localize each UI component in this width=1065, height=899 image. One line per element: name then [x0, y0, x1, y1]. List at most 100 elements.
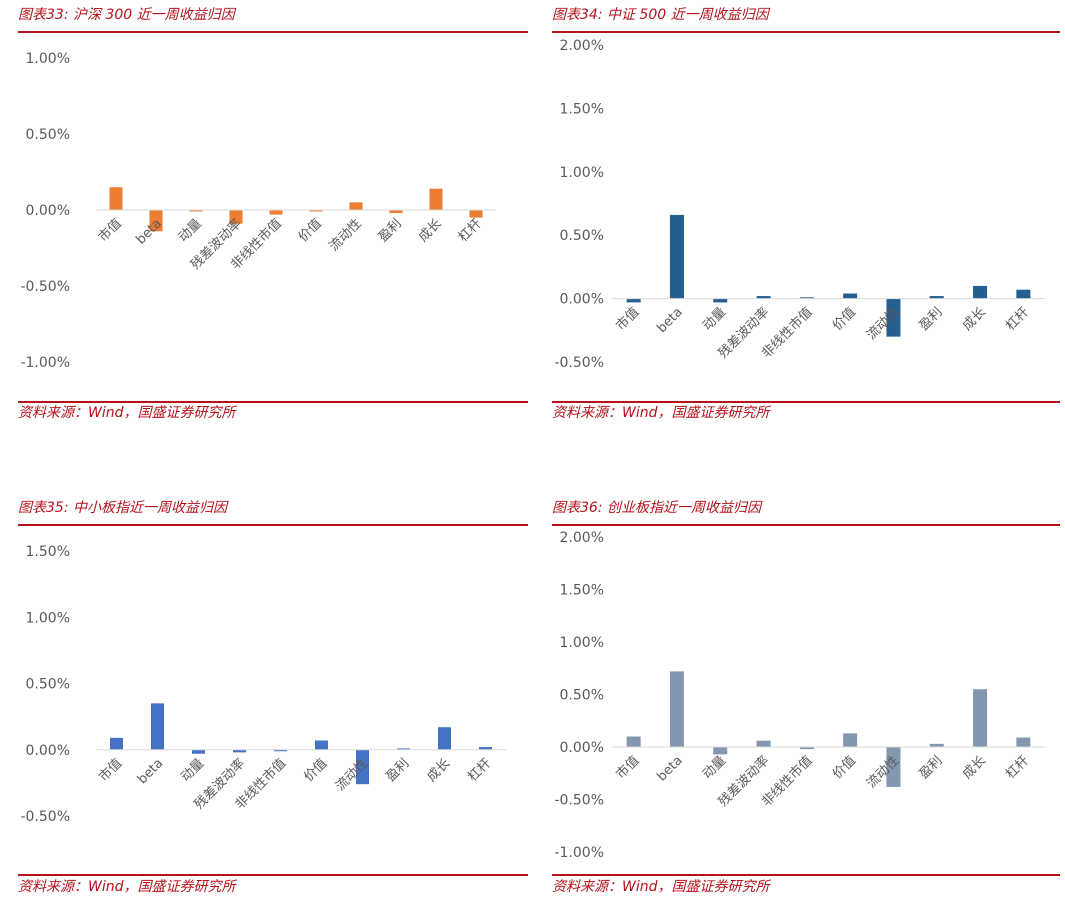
bar: [756, 740, 771, 747]
x-tick-label: 杠杆: [1002, 304, 1032, 334]
x-tick-label: 动量: [700, 305, 729, 334]
bar: [110, 737, 123, 750]
x-tick-label: 杠杆: [1002, 753, 1032, 783]
bar: [713, 747, 728, 755]
chart-plot: 2.00%1.50%1.00%0.50%0.00%-0.50%市值 beta 动量残…: [554, 38, 1045, 371]
bar: [438, 727, 451, 750]
y-tick-label: -0.50%: [554, 355, 604, 371]
x-tick-label: 价值: [295, 216, 325, 246]
source-note: 资料来源：Wind，国盛证券研究所: [18, 405, 236, 421]
source-rule: [552, 401, 1060, 403]
x-tick-label: 价值: [301, 755, 331, 785]
y-tick-label: 0.50%: [560, 228, 604, 244]
bar: [389, 210, 403, 214]
bar: [843, 733, 858, 747]
y-tick-label: 0.50%: [26, 677, 70, 693]
x-tick-label: 盈利: [376, 216, 405, 245]
chart-plot: 2.00% 1.50% 1.00% 0.50% 0.00% -0.50% -1.00% 市值 b…: [554, 530, 1045, 861]
bar: [929, 743, 944, 747]
bar: [886, 747, 901, 787]
x-tick-label: 流动性: [327, 216, 365, 254]
x-tick-label: 动量: [178, 756, 207, 785]
y-tick-label: 0.00%: [26, 743, 70, 759]
y-tick-label: 0.00%: [26, 203, 70, 219]
chart-panel-3: 图表35: 中小板指近一周收益归因 1.50% 1.00% 0.50% 0.00% -0…: [18, 497, 528, 899]
bar: [315, 740, 328, 750]
chart-plot: 1.00%0.50%0.00%-0.50%-1.00%市值 beta 动量残差波动率…: [20, 51, 496, 371]
bar: [479, 747, 492, 750]
chart-panel-4: 图表36: 创业板指近一周收益归因 2.00% 1.50% 1.00% 0.50% 0.…: [552, 497, 1060, 899]
x-tick-label: beta: [135, 756, 166, 787]
source-rule: [552, 874, 1060, 876]
bar: [1016, 737, 1031, 747]
x-tick-label: 盈利: [917, 305, 946, 334]
y-tick-label: 0.50%: [26, 127, 70, 143]
bar: [229, 210, 243, 224]
bar: [626, 298, 641, 303]
y-tick-label: 1.50%: [560, 101, 604, 117]
bar: [626, 736, 641, 747]
x-tick-label: 市值: [613, 753, 643, 783]
bar: [973, 689, 988, 747]
bar: [1016, 289, 1031, 299]
title-rule: [18, 31, 528, 33]
bar: [349, 202, 363, 210]
x-tick-label: 成长: [424, 756, 453, 785]
x-tick-label: 市值: [95, 216, 125, 246]
bar: [269, 210, 283, 215]
x-tick-label: 成长: [960, 305, 989, 334]
x-tick-label: 动量: [176, 216, 205, 245]
bar: [886, 298, 901, 337]
bar: [799, 747, 814, 750]
chart-panel-2: 图表34: 中证 500 近一周收益归因 2.00% 1.50% 1.00% 0.50…: [552, 4, 1060, 424]
y-tick-label: -0.50%: [554, 793, 604, 809]
x-tick-label: 盈利: [383, 756, 412, 785]
bar: [309, 210, 323, 212]
y-tick-label: 1.00%: [26, 51, 70, 67]
bar: [397, 748, 410, 750]
bar: [429, 188, 443, 210]
bar: [192, 749, 205, 754]
y-tick-label: -1.00%: [20, 355, 70, 371]
chart-title: 图表34: 中证 500 近一周收益归因: [552, 7, 769, 23]
bar: [799, 297, 814, 299]
y-tick-label: 1.00%: [560, 635, 604, 651]
y-tick-label: -1.00%: [554, 845, 604, 861]
y-tick-label: -0.50%: [20, 809, 70, 825]
source-note: 资料来源：Wind，国盛证券研究所: [18, 879, 236, 895]
bar: [973, 285, 988, 299]
x-tick-label: 价值: [829, 304, 859, 334]
y-tick-label: 0.00%: [560, 292, 604, 308]
y-tick-label: 2.00%: [560, 530, 604, 546]
bar: [189, 210, 203, 212]
y-tick-label: 1.00%: [560, 165, 604, 181]
y-tick-label: 1.50%: [26, 544, 70, 560]
y-tick-label: 1.50%: [560, 583, 604, 599]
chart-panel-1: 图表33: 沪深 300 近一周收益归因 1.00% 0.50% 0.00% -0.5…: [18, 4, 528, 424]
chart-plot: 1.50%1.00%0.50%0.00%-0.50%市值 beta 动量残差波动率非…: [20, 544, 506, 825]
title-rule: [552, 31, 1060, 33]
bar: [149, 210, 163, 232]
x-tick-label: 杠杆: [455, 216, 485, 246]
bar: [756, 296, 771, 299]
source-rule: [18, 401, 528, 403]
bar: [843, 293, 858, 299]
bar: [469, 210, 483, 218]
y-tick-label: -0.50%: [20, 279, 70, 295]
x-tick-label: 杠杆: [465, 755, 495, 785]
x-tick-label: 成长: [416, 216, 445, 245]
chart-title: 图表36: 创业板指近一周收益归因: [552, 500, 761, 516]
bar: [669, 214, 684, 299]
y-tick-label: 2.00%: [560, 38, 604, 54]
x-tick-label: 动量: [700, 753, 729, 782]
y-tick-label: 0.50%: [560, 688, 604, 704]
source-rule: [18, 874, 528, 876]
bar: [669, 671, 684, 747]
source-note: 资料来源：Wind，国盛证券研究所: [552, 879, 770, 895]
title-rule: [552, 524, 1060, 526]
bar: [109, 187, 123, 210]
bar: [929, 296, 944, 299]
chart-title: 图表35: 中小板指近一周收益归因: [18, 500, 227, 516]
bar: [713, 298, 728, 303]
bar: [233, 749, 246, 753]
